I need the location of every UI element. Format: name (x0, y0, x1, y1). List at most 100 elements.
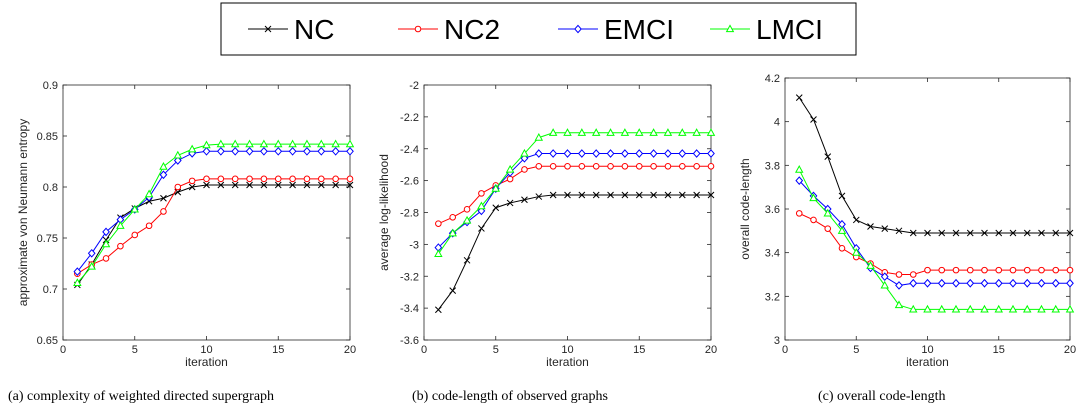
data-point (707, 191, 715, 199)
axes-box (423, 84, 712, 341)
data-point (880, 272, 889, 282)
data-point (707, 162, 715, 170)
data-point (159, 170, 168, 180)
data-point (650, 191, 657, 199)
data-point (462, 215, 472, 224)
data-point (980, 278, 989, 288)
data-point (217, 181, 225, 189)
data-point (1023, 266, 1031, 274)
data-point (650, 162, 657, 170)
x-tick-label: 0 (782, 344, 788, 356)
y-tick-label: -2.2 (400, 112, 419, 124)
data-point (274, 139, 283, 148)
data-point (203, 181, 210, 189)
legend-entry-nc: NC (248, 14, 334, 45)
data-point (506, 199, 514, 207)
data-point (909, 271, 917, 278)
data-point (795, 165, 804, 173)
data-point (1038, 266, 1045, 274)
plot-area (63, 85, 350, 340)
data-point (332, 181, 340, 189)
data-point (549, 191, 557, 199)
data-point (606, 128, 615, 136)
x-tick-label: 0 (421, 344, 427, 356)
data-point (318, 175, 325, 183)
data-point (1037, 304, 1046, 313)
series-nc (795, 94, 1074, 237)
x-axis-label: iteration (906, 355, 949, 369)
data-point (1052, 229, 1060, 237)
x-tick-label: 5 (853, 344, 859, 356)
data-point (274, 175, 282, 183)
x-tick-label: 5 (493, 344, 499, 356)
data-point (795, 94, 803, 102)
data-point (289, 181, 296, 189)
data-point (852, 216, 860, 224)
data-point (288, 139, 297, 148)
data-point (160, 194, 167, 202)
legend-entry-nc2: NC2 (398, 14, 500, 45)
data-point (952, 229, 960, 237)
series-emci (73, 146, 354, 277)
data-point (477, 201, 486, 210)
data-point (635, 128, 644, 136)
data-point (966, 229, 974, 237)
data-point (966, 266, 974, 274)
data-point (981, 229, 988, 237)
data-point (981, 266, 988, 274)
data-point (217, 175, 225, 183)
plot-area (424, 85, 711, 340)
data-point (938, 229, 946, 237)
y-tick-label: 0.65 (37, 335, 58, 347)
data-point (563, 149, 572, 158)
data-point (564, 191, 571, 199)
legend-entry-lmci: LMCI (710, 14, 823, 45)
data-point (317, 139, 326, 148)
data-point (188, 177, 196, 185)
caption-a: (a) complexity of weighted directed supe… (8, 389, 274, 404)
data-point (924, 266, 931, 274)
y-tick-label: 0.75 (37, 233, 58, 245)
series-nc2 (795, 210, 1074, 278)
data-point (937, 304, 946, 313)
data-point (649, 149, 658, 158)
y-tick-label: -3 (409, 239, 419, 251)
x-tick-label: 15 (993, 344, 1005, 356)
data-point (1052, 266, 1060, 274)
data-point (577, 149, 586, 158)
data-point (463, 206, 471, 213)
data-point (592, 191, 600, 199)
data-point (1065, 304, 1075, 313)
caption-c: (c) overall code-length (818, 389, 946, 404)
data-point (478, 190, 485, 197)
data-point (693, 191, 701, 199)
data-point (73, 267, 82, 277)
axes-box (62, 84, 351, 341)
data-point (664, 162, 672, 170)
y-tick-label: 3.6 (765, 204, 780, 216)
data-point (102, 255, 110, 262)
data-point (102, 227, 110, 237)
data-point (693, 162, 700, 170)
data-point (909, 229, 917, 237)
series-lmci (795, 165, 1075, 313)
data-point (116, 221, 125, 229)
legend: NC NC2 EMCI LMCI (220, 2, 857, 56)
data-point (535, 193, 543, 200)
data-point (449, 213, 457, 221)
data-point (302, 139, 312, 148)
data-point (995, 266, 1003, 274)
data-point (317, 146, 326, 156)
data-point (435, 220, 442, 227)
data-point (535, 162, 543, 170)
legend-entry-emci: EMCI (558, 14, 674, 45)
data-point (678, 149, 687, 158)
data-point (331, 146, 340, 156)
data-point (145, 222, 153, 230)
data-point (130, 204, 139, 213)
data-point (491, 183, 500, 192)
data-point (173, 150, 183, 159)
data-point (635, 149, 644, 158)
data-point (289, 175, 296, 183)
data-point (188, 183, 196, 191)
